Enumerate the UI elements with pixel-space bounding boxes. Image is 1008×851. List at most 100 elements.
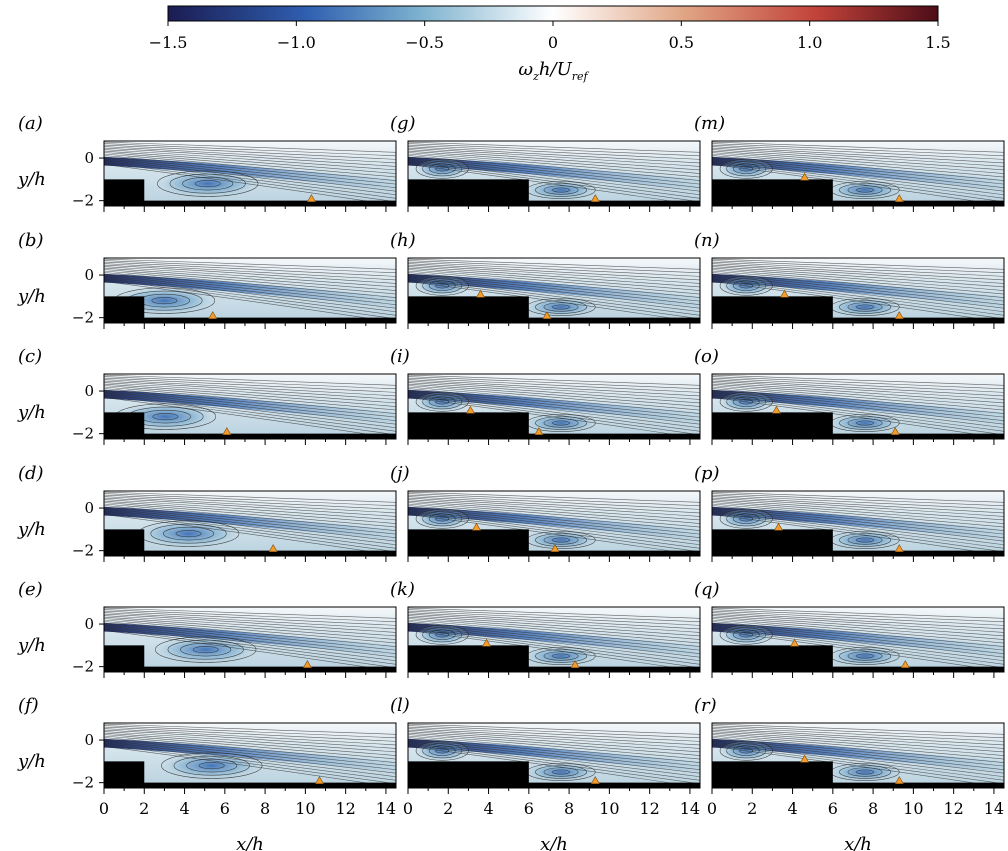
closed-streamline [428,629,456,640]
closed-streamline [552,420,570,426]
shear-layer [104,156,396,191]
y-tick-label: −2 [72,542,94,560]
streamline [408,609,700,623]
x-tick-label: 14 [680,799,700,818]
y-axis-label: y/h [17,751,46,772]
reattachment-marker [222,427,232,435]
streamline [408,630,700,672]
panel-p: (p)y/h [694,463,1005,562]
closed-streamline [428,396,456,407]
reattachment-marker [590,194,600,202]
streamline [408,161,700,199]
closed-streamline [163,526,215,541]
x-tick-label: 6 [828,799,838,818]
closed-streamline [726,394,767,410]
colorbar-tick-label: 1.5 [925,33,950,52]
streamline [104,630,396,672]
x-tick-label: 4 [483,799,493,818]
streamline [408,738,700,770]
streamline [712,737,1004,767]
streamline [712,267,1004,291]
streamline [712,615,1004,637]
streamline [104,731,396,753]
streamline [712,162,1004,203]
panel-label: (k) [390,579,415,600]
closed-streamline [535,416,588,430]
closed-streamline [856,187,874,193]
y-tick-label: 0 [84,149,94,167]
closed-streamline [415,158,469,179]
panel-label: (d) [18,463,44,484]
streamline [712,397,1004,439]
streamline [408,619,700,647]
shear-layer [104,389,396,424]
panel-c: (c) 0 −2 y/h [17,346,397,445]
streamline [408,266,700,288]
colorbar-label-omega: ω [518,59,533,80]
streamline [408,150,700,174]
closed-streamline [732,513,760,524]
streamline [104,610,396,626]
streamline [408,744,700,785]
panel-j: (j)y/h [390,463,701,562]
streamline [712,628,1004,669]
step-wall [408,412,700,439]
y-tick-label: −2 [72,658,94,676]
streamline [104,625,396,662]
step-wall [408,296,700,323]
streamline [408,741,700,778]
streamline [104,395,396,436]
closed-streamline [157,170,259,197]
closed-streamline [552,653,570,659]
streamline [408,382,700,404]
streamline [104,609,396,623]
streamline [408,149,700,171]
streamline [712,746,1004,788]
streamline [712,376,1004,390]
streamline [104,276,396,313]
x-tick-label: 14 [376,799,396,818]
closed-streamline [415,624,469,645]
x-tick-label: 12 [639,799,659,818]
streamline [104,388,396,418]
reattachment-marker [890,427,900,435]
streamline [408,392,700,429]
streamline [104,162,396,203]
streamline [712,609,1004,623]
streamline [408,153,700,181]
closed-streamline [180,642,232,657]
closed-streamline [173,755,250,776]
streamline [712,281,1004,323]
panel-frame [407,373,701,440]
streamline [408,512,700,553]
colorbar: −1.5 −1.0 −0.5 0 0.5 1.0 1.5 ωzh/Uref [149,5,951,83]
closed-streamline [739,399,754,405]
y-axis-label: y/h [17,286,46,307]
streamline [408,156,700,188]
streamline [712,494,1004,510]
streamline [104,503,396,531]
streamline [712,276,1004,313]
streamline [408,499,700,521]
closed-streamline [856,537,874,543]
streamline [104,150,396,174]
closed-streamline [428,280,456,291]
panel-frame [103,722,397,789]
panel-label: (g) [390,113,416,134]
streamline [712,269,1004,295]
streamline [408,386,700,414]
streamline [408,613,700,633]
streamline [408,267,700,291]
streamline [712,149,1004,171]
streamline [104,386,396,414]
colorbar-label-sub-ref: ref [572,70,590,83]
x-tick-label: 6 [220,799,230,818]
streamline [712,141,1004,153]
streamline [104,744,396,785]
reattachment-marker [268,544,278,552]
closed-streamline [726,743,767,759]
closed-streamline [422,627,463,643]
streamline [712,155,1004,185]
step-wall [104,296,396,323]
